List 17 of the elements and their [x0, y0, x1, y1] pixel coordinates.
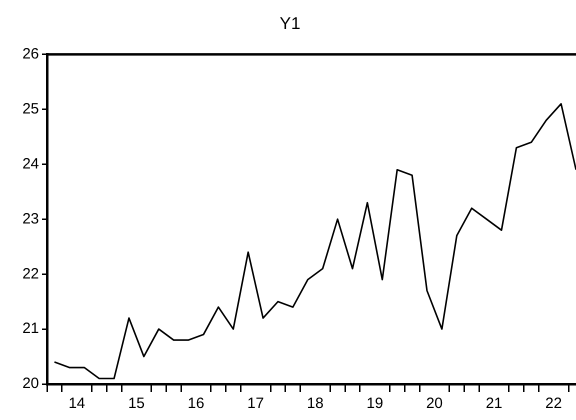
- y-tick-label: 21: [22, 320, 39, 338]
- y-tick-label: 22: [22, 265, 39, 282]
- x-tick-label: 21: [486, 395, 502, 412]
- x-tick-label: 22: [545, 395, 562, 412]
- y-tick-label: 25: [22, 100, 39, 118]
- x-tick-label: 14: [68, 395, 86, 412]
- x-tick-label: 18: [306, 395, 324, 412]
- y-tick-label: 20: [22, 375, 39, 392]
- x-tick-label: 15: [128, 395, 145, 412]
- y-tick-label: 26: [22, 46, 39, 63]
- x-tick-label: 19: [366, 395, 384, 412]
- x-tick-label: 20: [426, 395, 443, 412]
- x-tick-label: 17: [247, 395, 264, 412]
- chart-title: Y1: [280, 14, 300, 33]
- y-tick-label: 23: [22, 210, 39, 228]
- x-tick-label: 16: [188, 395, 204, 412]
- y-tick-label: 24: [22, 155, 39, 172]
